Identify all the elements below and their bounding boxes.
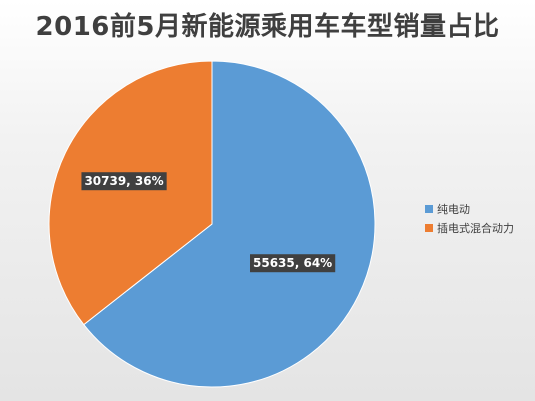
legend-swatch-phev [425, 223, 433, 232]
slice-phev [48, 60, 213, 326]
legend-item-phev: 插电式混合动力 [425, 218, 514, 237]
pie-slices [48, 60, 376, 388]
chart-legend: 纯电动 插电式混合动力 [425, 199, 514, 237]
svg-text:55635, 64%: 55635, 64% [253, 256, 332, 270]
data-label-bev: 55635, 64% [250, 254, 336, 273]
svg-text:30739, 36%: 30739, 36% [84, 174, 163, 188]
legend-label-bev: 纯电动 [437, 202, 470, 216]
legend-label-phev: 插电式混合动力 [437, 221, 514, 235]
data-label-phev: 30739, 36% [81, 172, 167, 191]
legend-item-bev: 纯电动 [425, 199, 514, 218]
chart-title: 2016前5月新能源乘用车车型销量占比 [35, 12, 500, 42]
pie-data-labels: 55635, 64% 30739, 36% [81, 172, 336, 273]
slice-bev [83, 60, 376, 388]
legend-swatch-bev [425, 204, 433, 213]
